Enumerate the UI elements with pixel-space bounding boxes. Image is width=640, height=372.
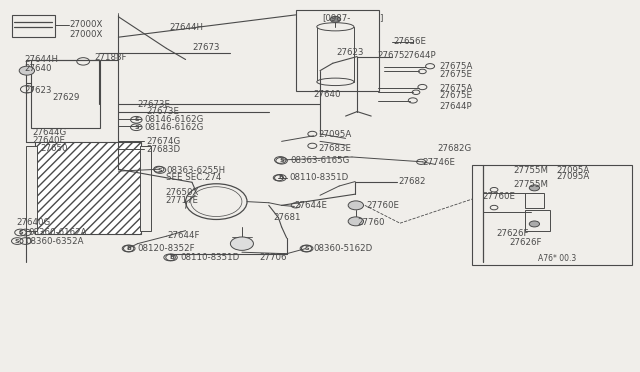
Text: B: B	[278, 175, 283, 180]
Text: 27675A: 27675A	[439, 62, 472, 71]
Text: 08110-8351D: 08110-8351D	[289, 173, 349, 182]
Circle shape	[330, 16, 340, 22]
Text: S: S	[157, 167, 163, 173]
Text: 27675E: 27675E	[439, 70, 472, 79]
Text: S: S	[134, 117, 139, 122]
Bar	[296, 10, 379, 91]
Bar	[525, 193, 544, 208]
Text: 27629: 27629	[52, 93, 80, 102]
Text: [0987-: [0987-	[322, 13, 350, 22]
Text: 27644G: 27644G	[32, 128, 67, 137]
Text: 27640E: 27640E	[32, 136, 65, 145]
Text: 08360-6352A: 08360-6352A	[26, 237, 84, 246]
Text: 08360-5162D: 08360-5162D	[314, 244, 373, 253]
Text: 08360-6162A: 08360-6162A	[29, 228, 87, 237]
Text: 27644E: 27644E	[294, 201, 328, 210]
Bar	[472, 165, 632, 265]
Text: 27095A: 27095A	[557, 172, 590, 181]
Bar	[31, 60, 100, 128]
Bar	[35, 142, 141, 234]
Text: 08363-6165G: 08363-6165G	[290, 156, 349, 165]
Circle shape	[348, 217, 364, 226]
Text: 27717E: 27717E	[165, 196, 198, 205]
Circle shape	[348, 201, 364, 210]
Bar	[140, 146, 151, 231]
Text: ]: ]	[379, 13, 382, 22]
Text: 27760: 27760	[357, 218, 385, 227]
Text: 27644P: 27644P	[439, 102, 472, 110]
Text: 27682: 27682	[398, 177, 426, 186]
Text: 08120-8352F: 08120-8352F	[138, 244, 195, 253]
Text: 27706: 27706	[259, 253, 287, 262]
Text: 27095A: 27095A	[557, 166, 590, 174]
Text: 27095A: 27095A	[319, 130, 352, 139]
Text: 27760E: 27760E	[366, 201, 399, 210]
Bar	[12, 15, 55, 37]
Text: 08363-6255H: 08363-6255H	[166, 166, 225, 174]
Text: 27640: 27640	[314, 90, 341, 99]
Text: A76* 00.3: A76* 00.3	[538, 254, 576, 263]
Text: B: B	[169, 255, 174, 260]
Text: SEE SEC.274: SEE SEC.274	[166, 173, 222, 182]
Text: 27623: 27623	[336, 48, 364, 57]
Text: 27626F: 27626F	[509, 238, 542, 247]
Text: 27746E: 27746E	[422, 158, 456, 167]
Text: S: S	[305, 246, 310, 251]
Text: 27650: 27650	[40, 144, 68, 153]
Ellipse shape	[317, 78, 354, 86]
Text: 27755M: 27755M	[513, 166, 548, 174]
Text: 27673E: 27673E	[138, 100, 171, 109]
Text: 27644H: 27644H	[24, 55, 58, 64]
Text: 27675: 27675	[378, 51, 405, 60]
Text: 27644H: 27644H	[170, 23, 204, 32]
Text: 27000X: 27000X	[69, 30, 102, 39]
Circle shape	[529, 185, 540, 191]
Circle shape	[529, 221, 540, 227]
Text: 27682G: 27682G	[437, 144, 472, 153]
Text: 27673: 27673	[192, 43, 220, 52]
Text: 08110-8351D: 08110-8351D	[180, 253, 240, 262]
Circle shape	[19, 66, 35, 75]
Text: 27626F: 27626F	[497, 229, 529, 238]
Text: 27760E: 27760E	[483, 192, 516, 201]
Text: S: S	[15, 238, 20, 244]
Text: S: S	[18, 230, 23, 235]
Text: 27640G: 27640G	[16, 218, 51, 227]
Text: 08146-6162G: 08146-6162G	[145, 115, 204, 124]
Text: S: S	[279, 158, 284, 163]
Text: 27674G: 27674G	[146, 137, 180, 146]
Text: 27644F: 27644F	[168, 231, 200, 240]
Text: 27188F: 27188F	[95, 53, 127, 62]
Text: 27644P: 27644P	[403, 51, 436, 60]
Text: B: B	[127, 246, 132, 251]
Bar	[26, 146, 37, 231]
Text: 27683E: 27683E	[319, 144, 352, 153]
Text: 27640: 27640	[24, 64, 52, 73]
Text: 27675E: 27675E	[439, 92, 472, 100]
Text: 27755M: 27755M	[513, 180, 548, 189]
Circle shape	[230, 237, 253, 250]
Text: 27681: 27681	[273, 213, 301, 222]
Text: 08146-6162G: 08146-6162G	[145, 123, 204, 132]
Text: 27673E: 27673E	[146, 107, 179, 116]
Text: 27675A: 27675A	[439, 84, 472, 93]
Text: 27656E: 27656E	[394, 37, 427, 46]
Bar	[317, 27, 354, 82]
Text: S: S	[134, 125, 139, 130]
Ellipse shape	[317, 23, 354, 31]
Text: 27650X: 27650X	[165, 188, 198, 197]
Bar	[525, 210, 550, 231]
Text: 27683D: 27683D	[146, 145, 180, 154]
Text: 27623: 27623	[24, 86, 52, 94]
Text: 27000X: 27000X	[69, 20, 102, 29]
